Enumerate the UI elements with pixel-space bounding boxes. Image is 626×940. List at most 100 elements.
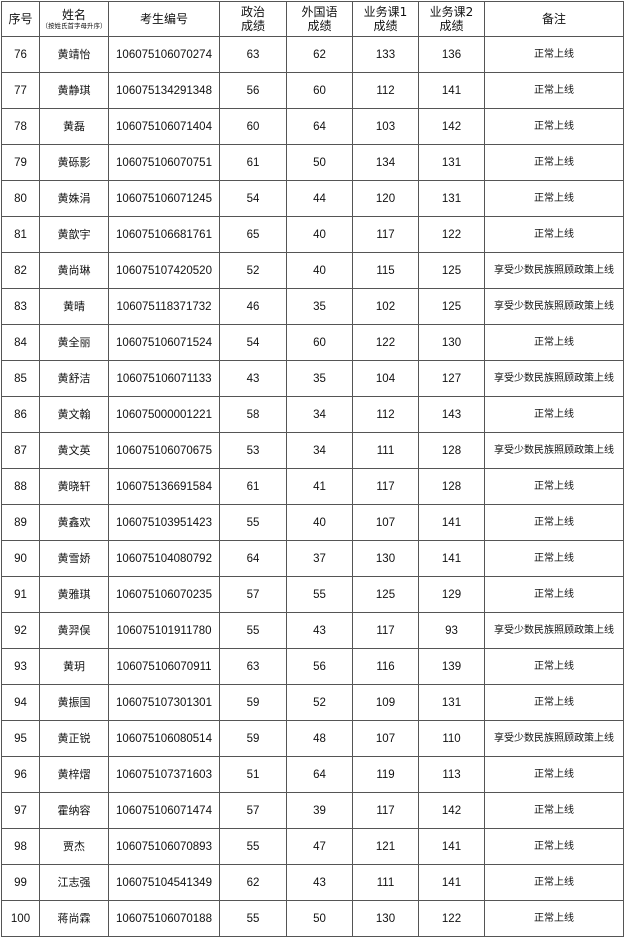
course1-score-cell: 107 — [352, 720, 419, 757]
seq-cell: 93 — [1, 648, 40, 685]
course2-score-cell: 136 — [418, 36, 485, 73]
seq-cell: 98 — [1, 828, 40, 865]
course2-score-cell: 130 — [418, 324, 485, 361]
remark-cell: 正常上线 — [484, 108, 624, 145]
foreign-score-cell: 34 — [286, 396, 353, 433]
table-row: 76 黄靖怡 106075106070274 63 62 133 136 正常上线 — [1, 36, 624, 73]
course1-score-cell: 112 — [352, 72, 419, 109]
course1-score-cell: 107 — [352, 504, 419, 541]
exam-id-cell: 106075107420520 — [108, 252, 220, 289]
table-row: 78 黄磊 106075106071404 60 64 103 142 正常上线 — [1, 108, 624, 145]
exam-id-cell: 106075134291348 — [108, 72, 220, 109]
exam-id-cell: 106075107301301 — [108, 684, 220, 721]
course1-score-cell: 112 — [352, 396, 419, 433]
remark-cell: 正常上线 — [484, 684, 624, 721]
seq-cell: 91 — [1, 576, 40, 613]
remark-cell: 享受少数民族照顾政策上线 — [484, 360, 624, 397]
table-row: 97 霍纳容 106075106071474 57 39 117 142 正常上线 — [1, 792, 624, 829]
politics-score-cell: 53 — [219, 432, 287, 469]
exam-id-cell: 106075000001221 — [108, 396, 220, 433]
politics-score-cell: 43 — [219, 360, 287, 397]
foreign-score-cell: 39 — [286, 792, 353, 829]
table-row: 95 黄正锐 106075106080514 59 48 107 110 享受少数民族照顾政策… — [1, 720, 624, 757]
course2-score-cell: 93 — [418, 612, 485, 649]
seq-cell: 89 — [1, 504, 40, 541]
remark-cell: 正常上线 — [484, 396, 624, 433]
table-row: 98 贾杰 106075106070893 55 47 121 141 正常上线 — [1, 828, 624, 865]
remark-cell: 正常上线 — [484, 576, 624, 613]
name-cell: 蒋尚霖 — [39, 900, 109, 937]
table-row: 85 黄舒洁 106075106071133 43 35 104 127 享受少数民族照顾政策… — [1, 360, 624, 397]
politics-score-cell: 59 — [219, 720, 287, 757]
seq-cell: 84 — [1, 324, 40, 361]
header-foreign: 外国语成绩 — [286, 1, 353, 37]
remark-cell: 正常上线 — [484, 36, 624, 73]
header-row: 序号 姓名 （按姓氏首字母升序） 考生编号 政治成绩 外国语成绩 业务课1成绩 业… — [1, 1, 624, 37]
seq-cell: 100 — [1, 900, 40, 937]
remark-cell: 享受少数民族照顾政策上线 — [484, 288, 624, 325]
seq-cell: 78 — [1, 108, 40, 145]
header-name: 姓名 （按姓氏首字母升序） — [39, 1, 109, 37]
remark-cell: 正常上线 — [484, 468, 624, 505]
exam-id-cell: 106075104541349 — [108, 864, 220, 901]
table-row: 84 黄全丽 106075106071524 54 60 122 130 正常上线 — [1, 324, 624, 361]
name-cell: 黄靖怡 — [39, 36, 109, 73]
course2-score-cell: 113 — [418, 756, 485, 793]
course1-score-cell: 120 — [352, 180, 419, 217]
foreign-score-cell: 60 — [286, 324, 353, 361]
remark-cell: 正常上线 — [484, 864, 624, 901]
course2-score-cell: 127 — [418, 360, 485, 397]
course2-score-cell: 141 — [418, 72, 485, 109]
seq-cell: 92 — [1, 612, 40, 649]
course2-score-cell: 110 — [418, 720, 485, 757]
politics-score-cell: 58 — [219, 396, 287, 433]
header-course1: 业务课1成绩 — [352, 1, 419, 37]
table-row: 99 江志强 106075104541349 62 43 111 141 正常上线 — [1, 864, 624, 901]
course1-score-cell: 121 — [352, 828, 419, 865]
course2-score-cell: 122 — [418, 216, 485, 253]
table-row: 94 黄振国 106075107301301 59 52 109 131 正常上线 — [1, 684, 624, 721]
foreign-score-cell: 40 — [286, 216, 353, 253]
course2-score-cell: 131 — [418, 684, 485, 721]
seq-cell: 79 — [1, 144, 40, 181]
foreign-score-cell: 35 — [286, 288, 353, 325]
remark-cell: 正常上线 — [484, 756, 624, 793]
table-row: 83 黄晴 106075118371732 46 35 102 125 享受少数民族照顾政策上… — [1, 288, 624, 325]
course2-score-cell: 141 — [418, 828, 485, 865]
foreign-score-cell: 44 — [286, 180, 353, 217]
exam-id-cell: 106075107371603 — [108, 756, 220, 793]
exam-id-cell: 106075106071245 — [108, 180, 220, 217]
course2-score-cell: 141 — [418, 864, 485, 901]
exam-id-cell: 106075106071524 — [108, 324, 220, 361]
remark-cell: 正常上线 — [484, 828, 624, 865]
foreign-score-cell: 48 — [286, 720, 353, 757]
course2-score-cell: 128 — [418, 432, 485, 469]
remark-cell: 享受少数民族照顾政策上线 — [484, 612, 624, 649]
course2-score-cell: 125 — [418, 252, 485, 289]
foreign-score-cell: 64 — [286, 756, 353, 793]
course1-score-cell: 130 — [352, 900, 419, 937]
foreign-score-cell: 41 — [286, 468, 353, 505]
course1-score-cell: 133 — [352, 36, 419, 73]
exam-id-cell: 106075106681761 — [108, 216, 220, 253]
seq-cell: 80 — [1, 180, 40, 217]
seq-cell: 87 — [1, 432, 40, 469]
politics-score-cell: 54 — [219, 180, 287, 217]
table-row: 100 蒋尚霖 106075106070188 55 50 130 122 正常上线 — [1, 900, 624, 937]
politics-score-cell: 56 — [219, 72, 287, 109]
exam-id-cell: 106075106070911 — [108, 648, 220, 685]
course2-score-cell: 139 — [418, 648, 485, 685]
name-cell: 黄玥 — [39, 648, 109, 685]
seq-cell: 99 — [1, 864, 40, 901]
exam-id-cell: 106075136691584 — [108, 468, 220, 505]
foreign-score-cell: 56 — [286, 648, 353, 685]
table-row: 86 黄文翰 106075000001221 58 34 112 143 正常上线 — [1, 396, 624, 433]
politics-score-cell: 52 — [219, 252, 287, 289]
foreign-score-cell: 40 — [286, 504, 353, 541]
course1-score-cell: 117 — [352, 792, 419, 829]
remark-cell: 正常上线 — [484, 540, 624, 577]
table-row: 92 黄羿俣 106075101911780 55 43 117 93 享受少数民族照顾政策上… — [1, 612, 624, 649]
course1-score-cell: 109 — [352, 684, 419, 721]
remark-cell: 正常上线 — [484, 900, 624, 937]
